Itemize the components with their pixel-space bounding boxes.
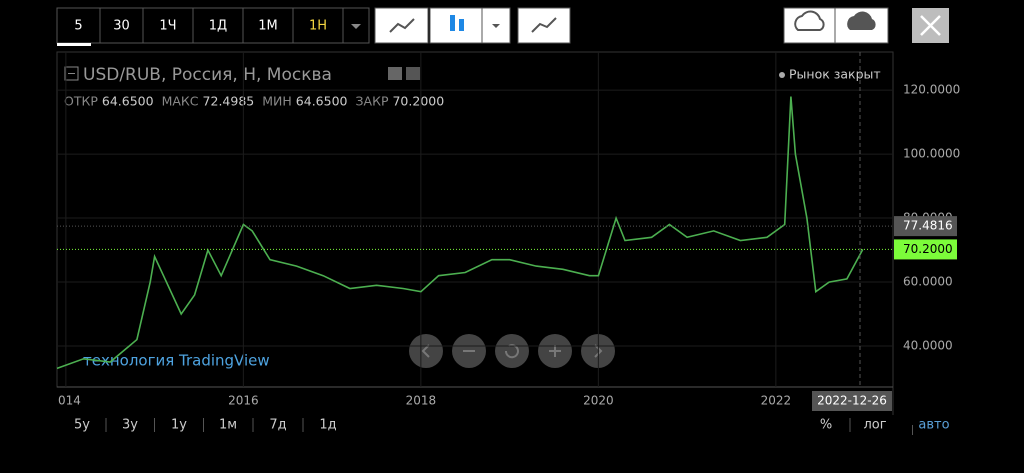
price-label-box [894, 239, 957, 260]
candle-style-button[interactable] [429, 7, 483, 44]
icon [531, 17, 557, 33]
range-button[interactable]: 5у [74, 418, 90, 433]
range-button[interactable]: 1м [219, 418, 237, 433]
interval-label: 1М [258, 19, 278, 34]
price-label-box [894, 216, 957, 237]
interval-label: 1Д [209, 19, 227, 34]
reset[interactable] [495, 334, 529, 368]
icon [421, 344, 603, 359]
icon [847, 11, 876, 30]
cursor-date-box [812, 391, 892, 411]
interval-button[interactable] [142, 7, 194, 44]
scale-mode-button[interactable]: % [820, 418, 832, 433]
interval-button[interactable] [192, 7, 244, 44]
range-button[interactable]: 1у [171, 418, 187, 433]
scroll-left[interactable] [409, 334, 443, 368]
interval-label: 1Ч [159, 19, 176, 34]
chart-frame [56, 51, 894, 388]
range-button[interactable]: 1д [319, 418, 336, 433]
market-status: Рынок закрыт [789, 67, 881, 82]
active-indicator [57, 43, 91, 46]
x-tick-label: 2020 [583, 394, 614, 408]
separator [912, 425, 913, 435]
settings-icon[interactable] [406, 67, 420, 80]
icon [492, 24, 500, 28]
collapse-icon[interactable] [64, 66, 79, 81]
range-button[interactable]: 3у [122, 418, 138, 433]
price-line [56, 96, 864, 370]
ohlc-value: 64.6500 [296, 94, 348, 109]
ohlc-label: ОТКР [64, 94, 98, 109]
interval-label: 1Н [309, 19, 327, 34]
interval-label: 5 [74, 19, 82, 34]
settings-icon[interactable] [388, 67, 402, 80]
ohlc-label: МИН [262, 94, 292, 109]
y-tick-label: 60.0000 [903, 275, 953, 289]
icon [389, 18, 415, 33]
scale-mode-button[interactable]: авто [918, 418, 949, 433]
ohlc-value: 70.2000 [392, 94, 444, 109]
interval-label: 30 [113, 19, 130, 34]
cursor-date: 2022-12-26 [817, 394, 887, 408]
status-dot [779, 72, 785, 78]
x-tick-label: 2016 [228, 394, 259, 408]
ohlc-label: МАКС [162, 94, 199, 109]
icon [459, 19, 464, 31]
icon [920, 15, 941, 36]
y-tick-label: 120.0000 [903, 83, 960, 97]
y-tick-label: 100.0000 [903, 147, 960, 161]
price-label: 77.4816 [903, 219, 953, 233]
x-tick-label: 2022 [761, 394, 792, 408]
icon [351, 24, 361, 29]
interval-button[interactable] [292, 7, 344, 44]
ohlc-value: 72.4985 [203, 94, 255, 109]
scale-mode-button[interactable]: лог [863, 418, 886, 433]
x-tick-label: 2018 [406, 394, 437, 408]
range-button[interactable]: 7д [269, 418, 286, 433]
ohlc-value: 64.6500 [102, 94, 154, 109]
download-button[interactable] [783, 7, 836, 44]
interval-button[interactable] [99, 7, 144, 44]
y-tick-label: 40.0000 [903, 339, 953, 353]
icon [450, 15, 455, 31]
ohlc-label: ЗАКР [356, 94, 389, 109]
x-tick-label: 014 [58, 394, 81, 408]
watermark: технология TradingView [83, 352, 270, 370]
price-label: 70.2000 [903, 242, 953, 256]
icon [794, 10, 825, 31]
symbol-title: USD/RUB, Россия, Н, Москва [83, 65, 332, 85]
interval-button[interactable] [242, 7, 294, 44]
